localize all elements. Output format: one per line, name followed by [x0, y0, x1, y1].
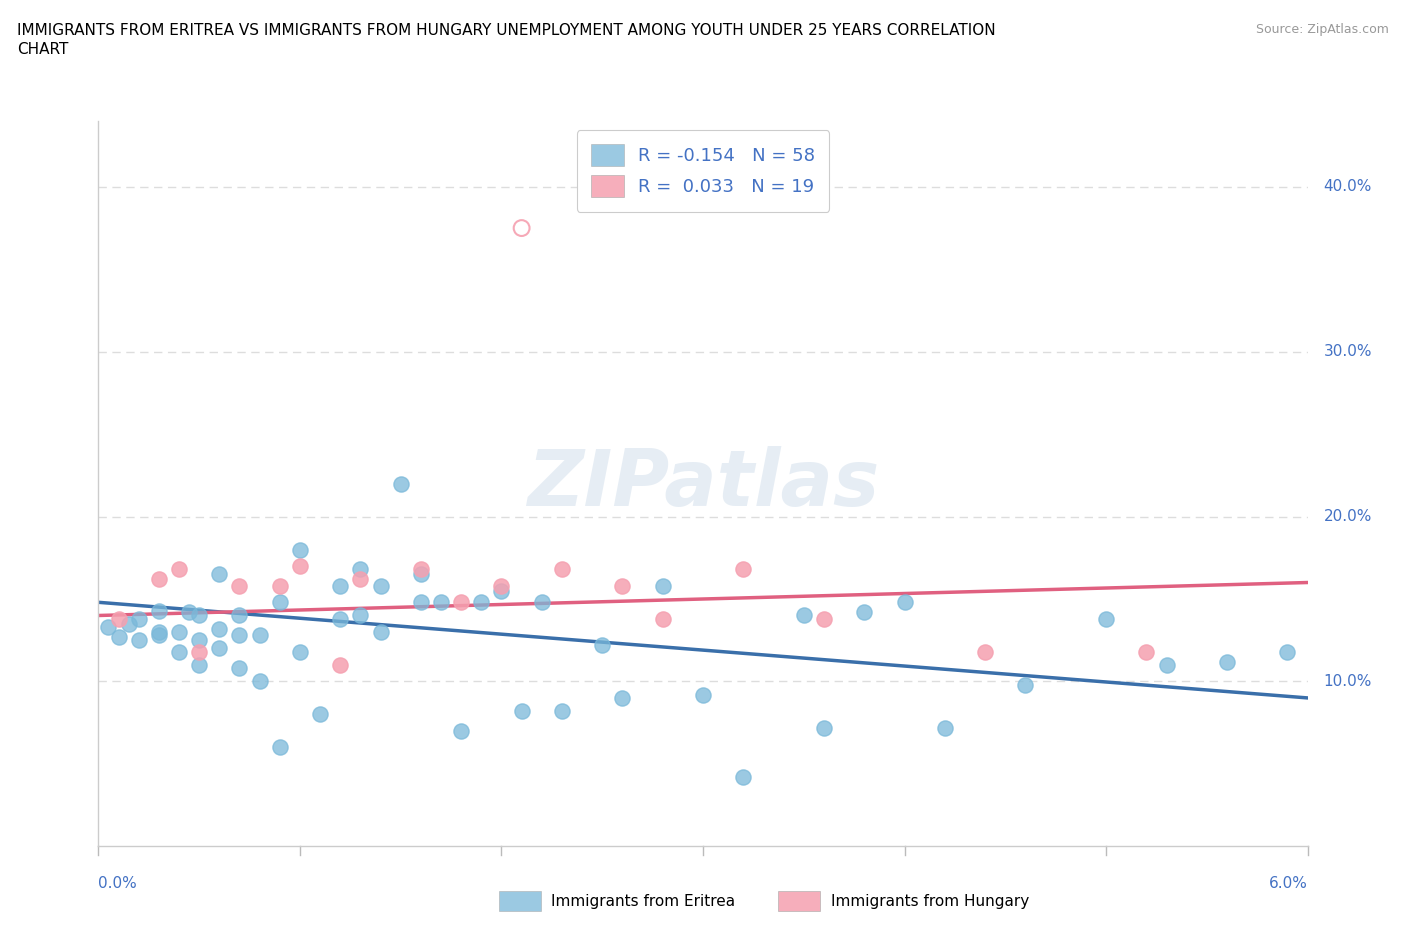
Point [893, 595, 915, 610]
FancyBboxPatch shape [499, 891, 541, 911]
Point [1216, 654, 1239, 669]
Point [329, 611, 352, 626]
Point [530, 595, 553, 610]
Point [1095, 611, 1118, 626]
Point [612, 578, 634, 593]
Point [288, 542, 311, 557]
Point [409, 562, 432, 577]
FancyBboxPatch shape [778, 891, 820, 911]
Text: 20.0%: 20.0% [1323, 509, 1372, 525]
Text: 6.0%: 6.0% [1268, 876, 1308, 891]
Point [288, 559, 311, 574]
Point [450, 595, 472, 610]
Point [208, 621, 231, 636]
Point [370, 625, 392, 640]
Point [188, 608, 211, 623]
Point [128, 611, 150, 626]
Point [208, 566, 231, 582]
Text: Immigrants from Hungary: Immigrants from Hungary [831, 894, 1029, 909]
Point [269, 595, 291, 610]
Point [97, 619, 120, 634]
Point [591, 638, 613, 653]
Point [188, 632, 211, 647]
Text: 40.0%: 40.0% [1323, 179, 1372, 194]
Text: 10.0%: 10.0% [1323, 674, 1372, 689]
Point [491, 578, 513, 593]
Point [228, 608, 250, 623]
Point [167, 644, 190, 659]
Point [148, 625, 170, 640]
Point [1156, 658, 1178, 672]
Point [370, 578, 392, 593]
Point [107, 630, 129, 644]
Point [148, 604, 170, 618]
Point [974, 644, 997, 659]
Point [177, 604, 201, 619]
Point [329, 658, 352, 672]
Point [813, 611, 835, 626]
Point [409, 595, 432, 610]
Point [349, 572, 371, 587]
Point [148, 628, 170, 643]
Point [167, 562, 190, 577]
Point [269, 740, 291, 755]
Point [249, 628, 271, 643]
Point [288, 644, 311, 659]
Point [1135, 644, 1157, 659]
Point [389, 476, 412, 491]
Point [551, 562, 574, 577]
Point [188, 658, 211, 672]
Point [118, 617, 141, 631]
Text: Immigrants from Eritrea: Immigrants from Eritrea [551, 894, 735, 909]
Point [1277, 644, 1299, 659]
Point [612, 690, 634, 705]
Point [208, 641, 231, 656]
Point [491, 583, 513, 598]
Point [329, 578, 352, 593]
Point [934, 720, 956, 735]
Point [733, 770, 755, 785]
Text: ZIPatlas: ZIPatlas [527, 445, 879, 522]
Point [470, 595, 492, 610]
Point [128, 632, 150, 647]
Text: CHART: CHART [17, 42, 69, 57]
Point [107, 611, 129, 626]
Point [228, 661, 250, 676]
Point [309, 707, 332, 722]
Point [148, 572, 170, 587]
Point [450, 724, 472, 738]
Point [651, 578, 673, 593]
Point [813, 720, 835, 735]
Point [349, 562, 371, 577]
Point [167, 625, 190, 640]
Point [409, 566, 432, 582]
Text: Source: ZipAtlas.com: Source: ZipAtlas.com [1256, 23, 1389, 36]
Point [692, 687, 714, 702]
Point [651, 611, 673, 626]
Point [510, 220, 533, 235]
Point [1014, 677, 1036, 692]
Point [188, 644, 211, 659]
Point [551, 704, 574, 719]
Point [228, 628, 250, 643]
Text: IMMIGRANTS FROM ERITREA VS IMMIGRANTS FROM HUNGARY UNEMPLOYMENT AMONG YOUTH UNDE: IMMIGRANTS FROM ERITREA VS IMMIGRANTS FR… [17, 23, 995, 38]
Point [349, 608, 371, 623]
Point [269, 578, 291, 593]
Point [853, 604, 876, 619]
Text: 30.0%: 30.0% [1323, 344, 1372, 359]
Point [249, 674, 271, 689]
Point [733, 562, 755, 577]
Point [793, 608, 815, 623]
Point [510, 704, 533, 719]
Text: 0.0%: 0.0% [98, 876, 138, 891]
Point [228, 578, 250, 593]
Legend: R = -0.154   N = 58, R =  0.033   N = 19: R = -0.154 N = 58, R = 0.033 N = 19 [576, 130, 830, 212]
Point [430, 595, 453, 610]
